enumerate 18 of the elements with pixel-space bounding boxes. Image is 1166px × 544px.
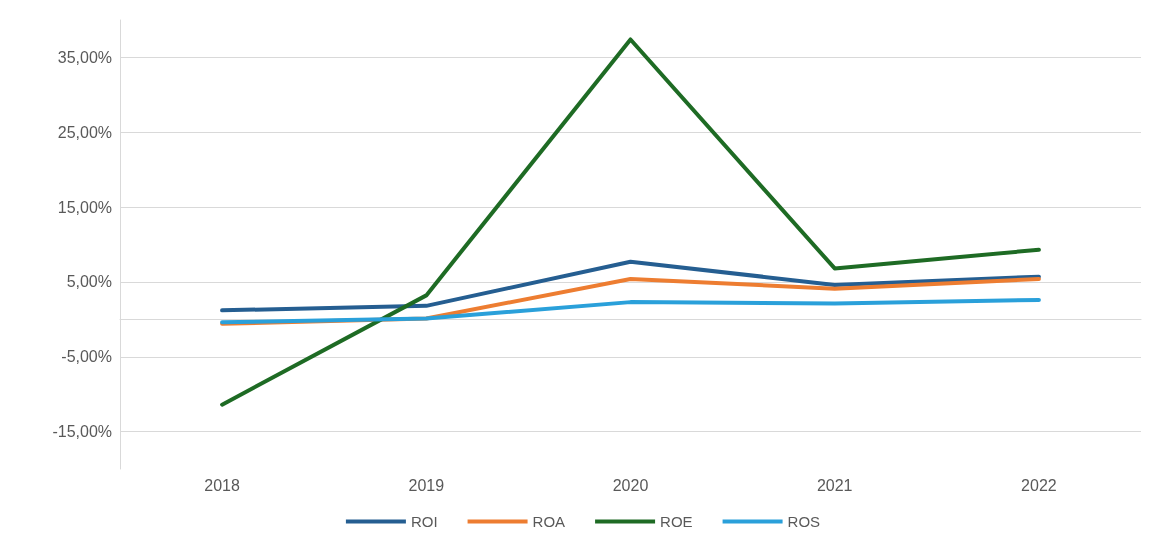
y-tick-label: -5,00% [61,348,112,366]
y-tick-label: 25,00% [57,123,112,141]
x-tick-label: 2022 [1021,476,1057,494]
y-tick-label: 15,00% [57,198,112,216]
legend-label: ROE [660,513,693,530]
x-tick-label: 2020 [612,476,649,494]
y-tick-label: 35,00% [57,48,112,66]
x-tick-label: 2021 [816,476,853,494]
y-tick-label: 5,00% [66,273,112,291]
x-tick-label: 2018 [204,476,240,494]
x-tick-label: 2019 [408,476,445,494]
line-series [220,259,1041,313]
y-tick-label: -15,00% [52,423,112,441]
line-series [220,37,1041,407]
line-series [220,297,1041,325]
legend-label: ROI [410,513,438,530]
legend-label: ROA [532,513,566,530]
legend-label: ROS [787,513,821,530]
